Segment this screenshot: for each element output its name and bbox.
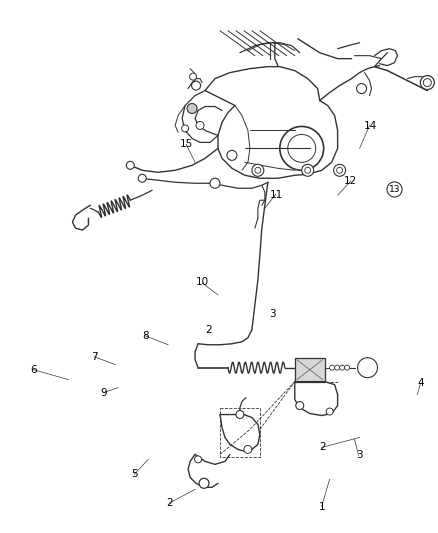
Circle shape xyxy=(251,164,263,176)
Text: 6: 6 xyxy=(30,365,37,375)
Circle shape xyxy=(194,456,201,463)
Text: 4: 4 xyxy=(417,378,423,389)
Text: 12: 12 xyxy=(343,176,357,187)
Circle shape xyxy=(420,76,433,90)
Text: 3: 3 xyxy=(355,450,362,460)
Circle shape xyxy=(189,73,196,80)
Circle shape xyxy=(357,358,377,378)
Circle shape xyxy=(301,164,313,176)
Circle shape xyxy=(235,410,244,418)
Circle shape xyxy=(304,167,310,173)
Circle shape xyxy=(339,365,344,370)
Circle shape xyxy=(138,174,146,182)
Circle shape xyxy=(254,167,260,173)
Circle shape xyxy=(191,81,200,90)
Circle shape xyxy=(344,365,349,370)
Circle shape xyxy=(295,401,303,409)
Circle shape xyxy=(333,164,345,176)
Circle shape xyxy=(325,408,332,415)
Circle shape xyxy=(196,122,204,130)
Circle shape xyxy=(244,446,251,454)
Circle shape xyxy=(226,150,237,160)
Text: 9: 9 xyxy=(100,388,106,398)
Text: 14: 14 xyxy=(363,120,376,131)
Text: 3: 3 xyxy=(268,309,275,319)
Text: 10: 10 xyxy=(195,278,208,287)
Circle shape xyxy=(126,161,134,169)
Bar xyxy=(294,358,324,382)
Text: 7: 7 xyxy=(91,352,98,362)
Circle shape xyxy=(181,125,188,132)
Circle shape xyxy=(356,84,366,94)
Text: 5: 5 xyxy=(131,469,137,479)
Text: 15: 15 xyxy=(180,139,193,149)
Circle shape xyxy=(329,365,334,370)
Circle shape xyxy=(336,167,342,173)
Circle shape xyxy=(187,103,197,114)
Text: 13: 13 xyxy=(388,185,399,194)
Circle shape xyxy=(334,365,339,370)
Text: 8: 8 xyxy=(141,330,148,341)
Circle shape xyxy=(198,478,208,488)
Circle shape xyxy=(209,178,219,188)
Circle shape xyxy=(422,78,431,86)
Text: 1: 1 xyxy=(318,502,325,512)
Text: 2: 2 xyxy=(318,442,325,452)
Text: 2: 2 xyxy=(205,325,212,335)
Text: 11: 11 xyxy=(269,190,283,200)
Text: 2: 2 xyxy=(166,498,172,508)
